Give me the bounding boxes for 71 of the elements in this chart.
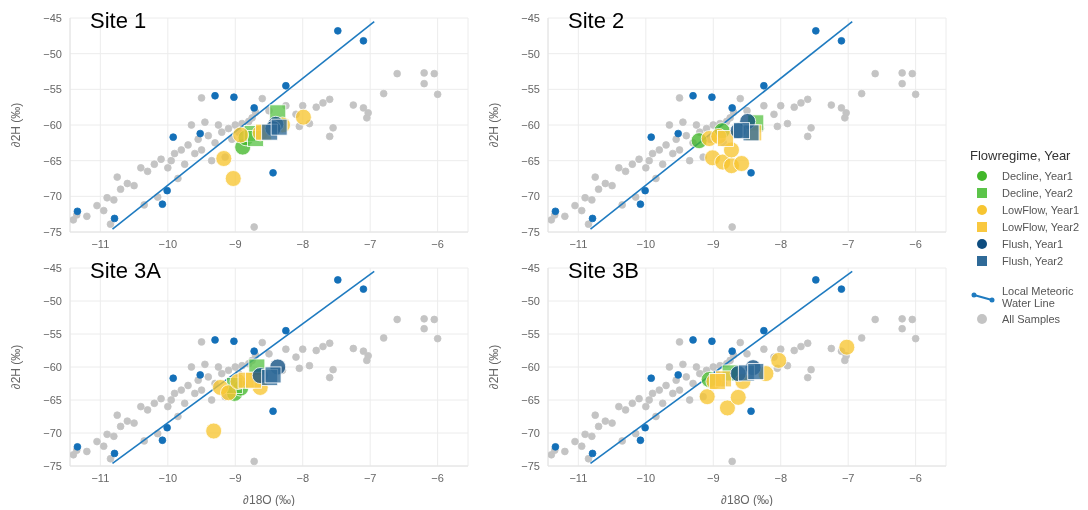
legend-label: All Samples [1002,313,1061,325]
x-tick-label: −9 [229,237,242,250]
x-tick-label: −6 [431,237,444,250]
x-tick-label: −8 [774,471,787,484]
x-tick-label: −6 [909,471,922,484]
x-tick-label: −11 [569,237,588,250]
x-tick-label: −10 [158,237,178,250]
y-tick-label: −70 [43,426,62,439]
y-tick-label: −55 [521,327,540,340]
y-axis-title: ∂2H (‰) [487,102,502,148]
x-tick-label: −7 [363,471,377,484]
y-tick-label: −75 [521,225,540,238]
x-axis-title: ∂18O (‰) [243,493,295,507]
y-tick-label: −60 [521,360,540,373]
legend-label: Decline, Year2 [1002,187,1073,199]
y-tick-label: −70 [43,190,62,203]
x-tick-label: −11 [91,237,110,250]
legend-label: Flush, Year1 [1002,238,1064,250]
y-tick-label: −45 [43,11,62,24]
y-tick-label: −65 [521,393,540,406]
x-tick-label: −11 [91,471,110,484]
y-axis-title: ∂2H (‰) [487,344,502,390]
y-tick-label: −65 [43,154,62,167]
x-tick-label: −6 [909,237,922,250]
y-tick-label: −75 [43,225,62,238]
y-tick-label: −70 [521,190,540,203]
x-tick-label: −9 [707,471,720,484]
y-tick-label: −45 [521,261,540,274]
chart-title: Site 3A [90,258,161,284]
x-tick-label: −10 [158,471,178,484]
y-tick-label: −50 [521,47,540,60]
legend-title: Flowregime, Year [970,148,1072,163]
x-tick-label: −7 [841,237,855,250]
y-axis-title: ∂2H (‰) [9,102,24,148]
y-tick-label: −55 [521,83,540,96]
legend-label: Decline, Year1 [1002,170,1073,182]
x-tick-label: −6 [431,471,444,484]
x-tick-label: −8 [296,471,309,484]
y-tick-label: −55 [43,327,62,340]
x-tick-label: −9 [707,237,720,250]
y-tick-label: −65 [521,154,540,167]
x-tick-label: −8 [296,237,309,250]
y-tick-label: −55 [43,83,62,96]
y-tick-label: −75 [521,459,540,472]
y-tick-label: −50 [43,294,62,307]
chart-title: Site 2 [568,8,625,34]
legend-label: Local Meteoric Water Line [1002,285,1075,309]
x-tick-label: −7 [841,471,855,484]
x-tick-label: −10 [636,471,656,484]
x-tick-label: −9 [229,471,242,484]
legend-label: LowFlow, Year2 [1002,221,1080,233]
y-tick-label: −60 [43,118,62,131]
y-tick-label: −65 [43,393,62,406]
y-tick-label: −45 [521,11,540,24]
x-tick-label: −8 [774,237,787,250]
y-tick-label: −70 [521,426,540,439]
x-tick-label: −10 [636,237,656,250]
y-tick-label: −45 [43,261,62,274]
y-axis-title: ∂2H (‰) [9,344,24,390]
x-tick-label: −7 [363,237,377,250]
y-tick-label: −75 [43,459,62,472]
x-tick-label: −11 [569,471,588,484]
chart-title: Site 1 [90,8,147,34]
y-tick-label: −60 [43,360,62,373]
x-axis-title: ∂18O (‰) [721,493,773,507]
chart-title: Site 3B [568,258,639,284]
legend-label: Flush, Year2 [1002,255,1064,267]
legend-label: LowFlow, Year1 [1002,204,1080,216]
y-tick-label: −50 [43,47,62,60]
y-tick-label: −60 [521,118,540,131]
y-tick-label: −50 [521,294,540,307]
